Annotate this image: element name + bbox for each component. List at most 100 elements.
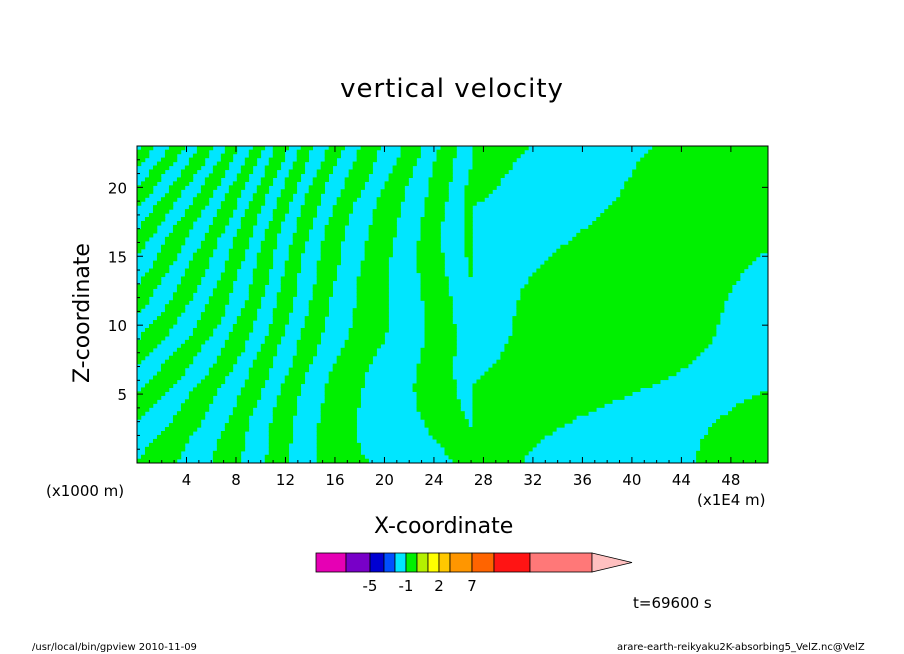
positive-region	[264, 454, 290, 460]
positive-region	[137, 149, 150, 155]
positive-region	[184, 213, 202, 218]
positive-region	[264, 173, 278, 178]
positive-region	[552, 252, 761, 258]
positive-region	[388, 177, 409, 182]
positive-region	[340, 351, 377, 357]
positive-region	[272, 209, 290, 214]
positive-region	[276, 205, 290, 210]
positive-region	[324, 153, 341, 159]
x-axis-label: X-coordinate	[374, 514, 514, 539]
positive-region	[212, 363, 234, 369]
positive-region	[264, 335, 282, 341]
positive-region	[137, 161, 142, 167]
positive-region	[308, 312, 329, 317]
positive-region	[192, 387, 218, 392]
positive-region	[137, 284, 158, 289]
positive-region	[336, 355, 373, 361]
positive-region	[148, 324, 174, 329]
positive-region	[436, 153, 457, 159]
positive-region	[236, 173, 250, 178]
positive-region	[476, 379, 661, 385]
positive-region	[432, 161, 453, 167]
positive-region	[160, 312, 182, 317]
positive-region	[224, 339, 246, 345]
positive-region	[137, 391, 166, 396]
positive-region	[228, 185, 246, 190]
positive-region	[156, 161, 174, 167]
positive-region	[280, 276, 298, 282]
positive-region	[384, 181, 409, 186]
positive-region	[172, 351, 198, 357]
positive-region	[224, 343, 246, 349]
colorbar-cell	[405, 552, 418, 573]
positive-region	[328, 146, 345, 151]
positive-region	[152, 438, 190, 444]
positive-region	[468, 268, 473, 274]
positive-region	[448, 454, 525, 460]
positive-region	[236, 316, 258, 321]
positive-region	[148, 173, 162, 178]
x-unit-left: (x1000 m)	[46, 482, 125, 500]
positive-region	[137, 395, 162, 400]
positive-region	[424, 343, 457, 349]
positive-region	[208, 296, 230, 301]
velocity-field	[137, 146, 768, 463]
positive-region	[292, 359, 314, 365]
positive-region	[208, 173, 226, 178]
positive-region	[284, 375, 306, 381]
x-tick-label: 48	[721, 471, 740, 489]
positive-region	[288, 256, 302, 262]
positive-region	[240, 217, 258, 222]
colorbar-cell	[449, 552, 473, 573]
positive-region	[320, 415, 357, 420]
positive-region	[228, 189, 242, 194]
positive-region	[352, 308, 389, 313]
positive-region	[608, 205, 768, 210]
positive-region	[176, 220, 194, 226]
positive-region	[236, 399, 258, 404]
positive-region	[364, 256, 389, 262]
positive-region	[320, 165, 333, 171]
positive-region	[208, 367, 234, 373]
positive-region	[276, 300, 294, 305]
positive-region	[200, 244, 218, 250]
positive-region	[137, 248, 142, 254]
positive-region	[260, 248, 274, 254]
positive-region	[248, 284, 266, 289]
positive-region	[296, 339, 322, 345]
positive-region	[376, 197, 405, 202]
positive-region	[328, 371, 365, 377]
colorbar-cell	[315, 552, 347, 573]
positive-region	[292, 161, 306, 167]
positive-region	[516, 304, 725, 309]
positive-region	[420, 284, 449, 289]
positive-region	[188, 157, 206, 163]
positive-region	[268, 438, 294, 444]
positive-region	[288, 252, 302, 258]
positive-region	[316, 272, 337, 278]
positive-region	[137, 351, 150, 357]
positive-region	[248, 371, 270, 377]
positive-region	[220, 276, 238, 282]
positive-region	[424, 312, 453, 317]
positive-region	[320, 407, 357, 412]
positive-region	[340, 193, 361, 198]
positive-region	[464, 185, 497, 190]
positive-region	[420, 232, 441, 238]
x-tick-label: 32	[523, 471, 542, 489]
positive-region	[316, 438, 357, 444]
positive-region	[296, 351, 318, 357]
positive-region	[252, 363, 274, 369]
positive-region	[200, 240, 218, 246]
positive-region	[344, 185, 365, 190]
positive-region	[296, 347, 318, 353]
positive-region	[252, 280, 270, 285]
positive-region	[420, 351, 457, 357]
positive-region	[416, 407, 461, 412]
positive-region	[140, 146, 154, 151]
positive-region	[188, 335, 210, 341]
positive-region	[140, 276, 162, 282]
positive-region	[137, 347, 154, 353]
positive-region	[264, 458, 290, 463]
positive-region	[137, 300, 150, 305]
